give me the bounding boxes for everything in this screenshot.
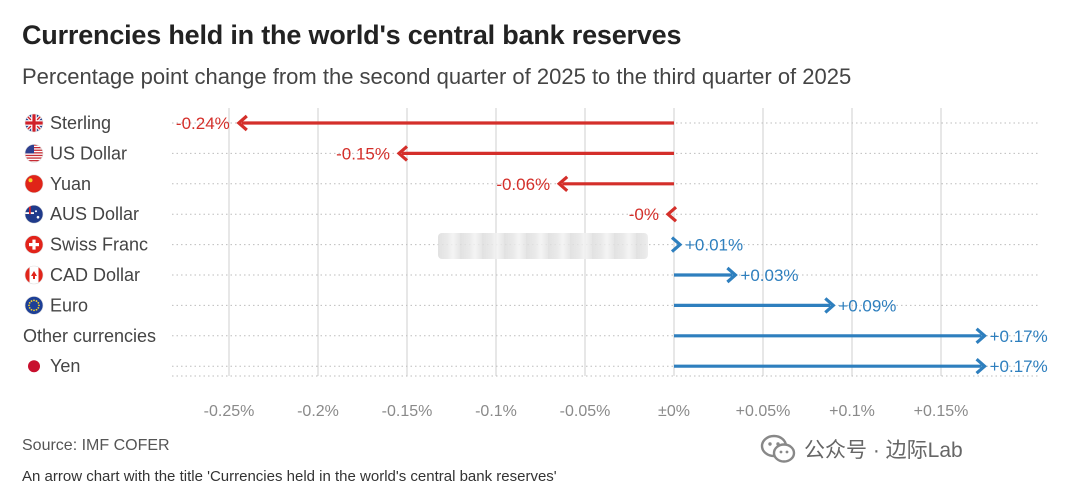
category-label: AUS Dollar: [50, 204, 139, 224]
value-label: +0.01%: [685, 236, 743, 255]
category-label: Swiss Franc: [50, 235, 148, 255]
australia-flag-icon: [24, 204, 44, 224]
negative-arrow: [396, 145, 674, 162]
source-note: Source: IMF COFER: [22, 437, 170, 454]
category-label: Yen: [50, 356, 80, 376]
x-tick-label: +0.05%: [736, 403, 791, 420]
category-label: Other currencies: [23, 326, 156, 346]
positive-arrow: [670, 236, 683, 253]
positive-arrow: [674, 297, 836, 314]
uk-flag-icon: [24, 113, 44, 133]
negative-arrow: [556, 175, 674, 193]
positive-arrow: [674, 327, 988, 345]
negative-arrow: [236, 114, 674, 132]
arrow-chart: -0.25% -0.2% -0.15% -0.1% -0.05% ±0% +0.05% +0.…: [23, 108, 1048, 420]
category-label: Sterling: [50, 113, 111, 133]
positive-arrow: [674, 357, 988, 375]
value-label: +0.09%: [838, 296, 896, 315]
value-label: -0.06%: [496, 175, 550, 194]
negative-arrow: [665, 205, 678, 223]
value-label: +0.17%: [990, 357, 1048, 376]
x-tick-label: -0.1%: [475, 403, 517, 420]
eu-flag-icon: [24, 296, 44, 315]
category-label: Euro: [50, 295, 88, 315]
chart-title: Currencies held in the world's central b…: [22, 20, 682, 50]
category-label: CAD Dollar: [50, 265, 140, 285]
value-label: +0.17%: [990, 327, 1048, 346]
category-label: US Dollar: [50, 143, 127, 163]
category-label: Yuan: [50, 174, 91, 194]
x-tick-label: -0.25%: [204, 403, 255, 420]
x-tick-label: -0.2%: [297, 403, 339, 420]
x-tick-label: -0.05%: [560, 403, 611, 420]
obscured-label: [438, 233, 648, 259]
positive-arrow: [674, 266, 738, 284]
x-tick-label: -0.15%: [382, 403, 433, 420]
x-tick-label: ±0%: [658, 403, 690, 420]
wechat-icon: [760, 434, 796, 463]
canada-flag-icon: [24, 265, 44, 285]
us-flag-icon: [24, 144, 44, 163]
watermark: 公众号 · 边际Lab: [760, 432, 963, 466]
china-flag-icon: [24, 174, 44, 194]
watermark-text: 公众号 · 边际Lab: [804, 439, 963, 462]
x-tick-label: +0.1%: [829, 403, 875, 420]
value-label: -0.24%: [176, 114, 230, 133]
japan-flag-icon: [25, 357, 43, 376]
chart-caption: An arrow chart with the title 'Currencie…: [22, 468, 557, 485]
x-tick-label: +0.15%: [914, 403, 969, 420]
chart-subtitle: Percentage point change from the second …: [22, 64, 852, 89]
value-label: -0.15%: [336, 144, 390, 163]
value-label: +0.03%: [740, 266, 798, 285]
value-label: -0%: [629, 205, 659, 224]
swiss-flag-icon: [24, 235, 44, 254]
